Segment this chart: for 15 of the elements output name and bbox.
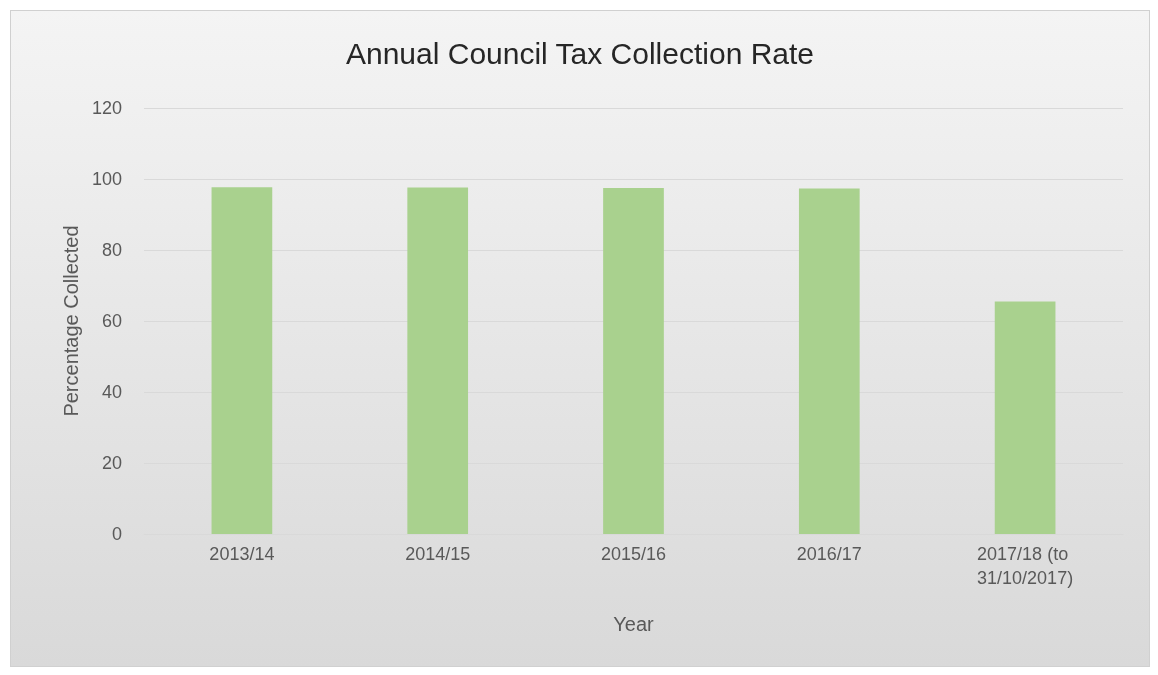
y-axis-title: Percentage Collected (60, 225, 83, 417)
x-tick-label: 2014/15 (405, 544, 471, 564)
y-tick-label: 0 (111, 524, 122, 544)
chart-title: Annual Council Tax Collection Rate (345, 36, 815, 70)
x-tick-label: 2015/16 (600, 544, 667, 564)
y-tick-label: 80 (101, 240, 122, 260)
x-axis-title: Year (613, 613, 655, 635)
x-tick-label: 2016/17 (796, 544, 862, 564)
y-tick-label: 100 (91, 169, 122, 189)
y-tick-label: 40 (101, 382, 122, 402)
x-tick-label: 2013/14 (209, 544, 275, 564)
x-tick-label: 2017/18 (to 31/10/2017) (977, 544, 1074, 588)
y-tick-label: 60 (101, 311, 122, 331)
y-tick-label: 20 (101, 453, 122, 473)
y-tick-label: 120 (91, 98, 122, 118)
